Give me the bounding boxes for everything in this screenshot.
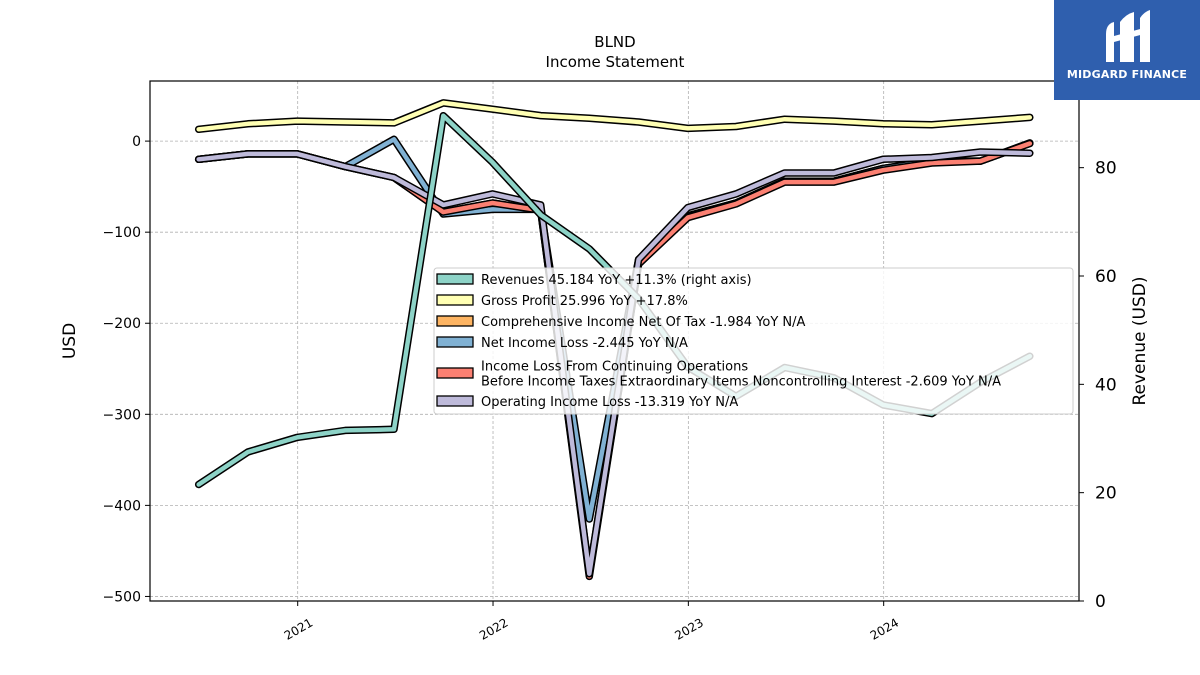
y-axis-label: USD — [60, 323, 80, 359]
series-line — [196, 149, 1033, 576]
y-tick-label: −100 — [103, 225, 141, 241]
legend-label: Comprehensive Income Net Of Tax -1.984 Y… — [481, 315, 806, 330]
legend-swatch — [436, 395, 474, 407]
y-tick-label: −300 — [103, 407, 141, 423]
brand-name: MIDGARD FINANCE — [1066, 68, 1188, 81]
legend-label: Revenues 45.184 YoY +11.3% (right axis) — [481, 273, 752, 288]
y-axis-right-label: Revenue (USD) — [1130, 276, 1150, 405]
legend-swatch — [436, 336, 474, 348]
y-right-tick-label: 60 — [1095, 267, 1117, 287]
x-tick-label: 2023 — [672, 615, 705, 642]
x-tick-label: 2021 — [282, 615, 315, 642]
legend-box — [433, 267, 1074, 415]
series-line — [196, 100, 1033, 132]
y-right-tick-label: 0 — [1095, 592, 1106, 612]
x-tick-label: 2022 — [477, 615, 510, 642]
legend-label: Gross Profit 25.996 YoY +17.8% — [481, 294, 688, 309]
y-tick-label: −400 — [103, 498, 141, 514]
legend-swatch — [436, 315, 474, 327]
y-tick-label: 0 — [132, 134, 141, 150]
legend-label: Income Loss From Continuing Operations — [481, 360, 748, 375]
chart-title: BLND — [594, 33, 635, 51]
legend-label: Before Income Taxes Extraordinary Items … — [481, 375, 1001, 390]
chart-subtitle: Income Statement — [546, 53, 685, 71]
legend-swatch — [436, 367, 474, 379]
y-tick-label: −500 — [103, 589, 141, 605]
y-right-tick-label: 20 — [1095, 484, 1117, 504]
y-tick-label: −200 — [103, 316, 141, 332]
y-right-tick-label: 80 — [1095, 159, 1117, 179]
x-tick-label: 2024 — [868, 615, 901, 642]
y-right-tick-label: 40 — [1095, 375, 1117, 395]
midgard-logo-icon — [1106, 10, 1150, 62]
plot-frame — [149, 80, 1080, 602]
legend: Revenues 45.184 YoY +11.3% (right axis) G… — [433, 267, 1074, 415]
brand-logo: MIDGARD FINANCE — [1054, 0, 1200, 100]
legend-label: Net Income Loss -2.445 YoY N/A — [481, 336, 688, 351]
legend-swatch — [436, 273, 474, 285]
legend-label: Operating Income Loss -13.319 YoY N/A — [481, 395, 738, 410]
legend-swatch — [436, 294, 474, 306]
